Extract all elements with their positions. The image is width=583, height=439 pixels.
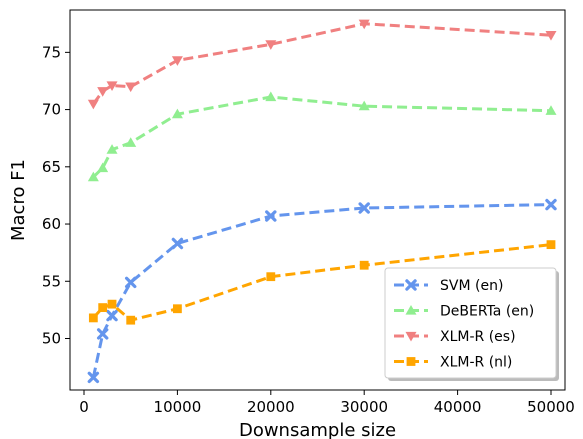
y-axis: 50 55 60 65 70 75 <box>42 43 70 347</box>
legend-label: XLM-R (nl) <box>440 355 512 371</box>
y-tick-label: 50 <box>42 329 61 347</box>
data-point <box>87 171 99 182</box>
x-tick-label: 50000 <box>527 398 575 416</box>
legend-label: SVM (en) <box>440 278 503 294</box>
legend-entry: SVM (en) <box>394 278 503 294</box>
y-tick-label: 75 <box>42 43 61 61</box>
legend-label: XLM-R (es) <box>440 329 516 345</box>
series-deberta-en <box>87 91 557 182</box>
triangle-up-marker <box>405 305 417 315</box>
data-point <box>107 299 117 309</box>
legend-entry: XLM-R (nl) <box>394 355 512 371</box>
data-point <box>88 313 98 323</box>
data-point <box>266 272 276 282</box>
data-point <box>98 303 108 312</box>
plot-frame <box>69 9 566 391</box>
y-tick-label: 70 <box>42 101 61 119</box>
data-point <box>545 105 557 115</box>
data-point <box>265 91 277 102</box>
data-point <box>545 31 557 41</box>
data-point <box>265 210 277 222</box>
data-point <box>358 19 370 30</box>
data-point <box>87 371 100 384</box>
series-xlm-r-es <box>87 19 557 110</box>
data-point <box>126 315 136 325</box>
series-line <box>92 22 552 105</box>
data-point <box>97 162 109 173</box>
x-tick-label: 30000 <box>340 398 388 416</box>
triangle-down-marker <box>405 331 417 342</box>
x-marker <box>405 279 417 291</box>
data-point <box>173 304 182 314</box>
x-tick-label: 40000 <box>434 398 482 416</box>
y-tick-label: 65 <box>42 158 61 176</box>
square-marker <box>406 357 416 366</box>
series-xlm-r-nl <box>88 240 556 325</box>
data-point <box>265 40 277 50</box>
data-point <box>358 100 370 111</box>
data-point <box>359 260 369 270</box>
legend-entry: DeBERTa (en) <box>394 304 534 320</box>
data-point <box>171 108 183 119</box>
data-point <box>125 137 137 147</box>
data-point <box>171 237 184 250</box>
data-point <box>106 309 118 322</box>
series-svm-en <box>87 198 557 384</box>
x-axis-label: Downsample size <box>239 420 396 439</box>
y-axis-label: Macro F1 <box>8 159 29 241</box>
data-point <box>546 240 556 250</box>
x-tick-label: 20000 <box>247 398 295 416</box>
data-point <box>545 198 557 211</box>
legend-label: DeBERTa (en) <box>440 304 534 320</box>
data-point <box>124 276 137 289</box>
data-point <box>96 328 109 340</box>
legend-entry: XLM-R (es) <box>394 329 516 345</box>
y-tick-label: 60 <box>42 215 61 233</box>
plot-area <box>69 9 566 391</box>
x-tick-label: 0 <box>79 398 89 416</box>
data-point <box>106 144 118 154</box>
legend: SVM (en) DeBERTa (en) XLM-R (es) XLM-R (nl) <box>384 267 559 381</box>
series-layer <box>87 19 557 384</box>
x-tick-label: 10000 <box>154 398 202 416</box>
data-point <box>171 56 183 66</box>
y-tick-label: 55 <box>42 272 61 290</box>
data-point <box>125 82 137 93</box>
data-point <box>97 87 109 97</box>
series-line <box>92 95 552 179</box>
data-point <box>358 202 370 214</box>
legend-box <box>384 267 557 379</box>
x-axis: 0 10000 20000 30000 40000 50000 <box>79 390 575 416</box>
data-point <box>87 99 99 110</box>
data-point <box>106 81 118 92</box>
